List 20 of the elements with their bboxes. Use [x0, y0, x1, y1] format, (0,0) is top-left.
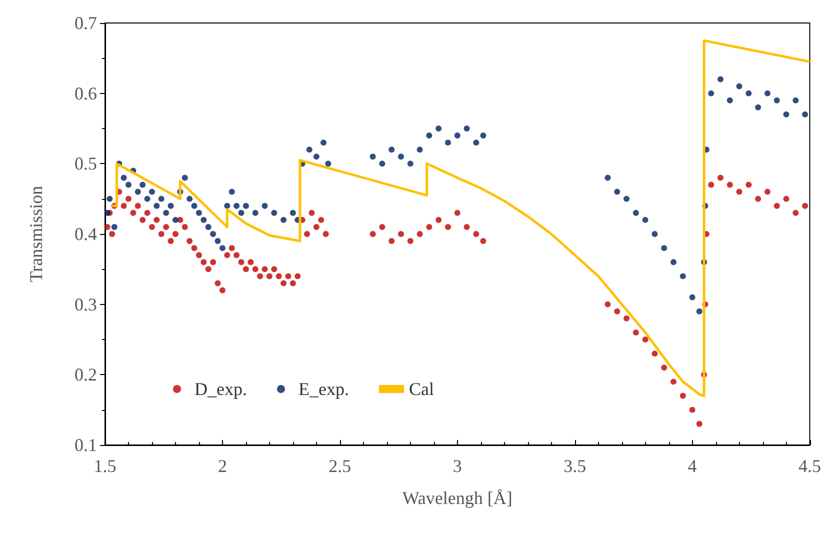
legend-label: Cal — [408, 379, 434, 399]
x-tick-label: 3 — [452, 456, 462, 476]
x-axis-title: Wavelengh [Å] — [402, 488, 512, 508]
y-tick-label: 0.7 — [74, 13, 97, 33]
y-tick-label: 0.1 — [74, 435, 97, 455]
y-tick-label: 0.2 — [74, 364, 97, 385]
y-tick-label: 0.5 — [74, 154, 97, 174]
legend-label: E_exp. — [298, 379, 349, 399]
y-axis-title: Transmission — [26, 186, 46, 282]
y-tick-label: 0.6 — [74, 83, 97, 104]
legend-label: D_exp. — [194, 379, 247, 399]
y-tick-label: 0.4 — [74, 224, 97, 244]
x-tick-label: 3.5 — [564, 456, 586, 476]
x-tick-label: 2 — [218, 456, 227, 476]
x-tick-label: 2.5 — [328, 456, 352, 476]
line-series — [110, 39, 811, 398]
x-tick-label: 4.5 — [798, 456, 821, 476]
x-tick-label: 4 — [688, 456, 697, 476]
x-tick-label: 1.5 — [94, 456, 116, 476]
y-tick-label: 0.3 — [74, 294, 97, 314]
